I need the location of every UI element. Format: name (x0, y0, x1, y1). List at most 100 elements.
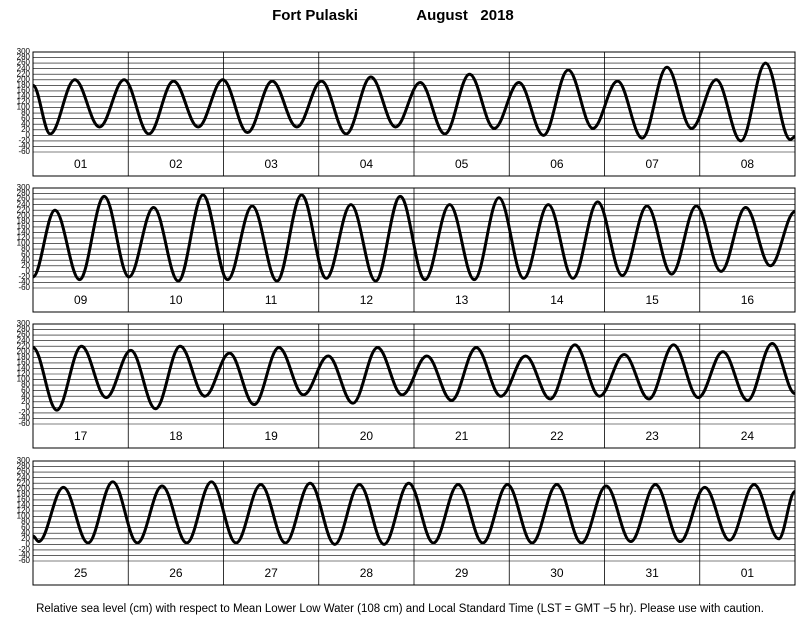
y-tick-label: -60 (18, 419, 30, 428)
x-tick-label: 30 (550, 566, 564, 580)
x-tick-label: 23 (645, 429, 659, 443)
y-tick-label: 120 (17, 369, 31, 378)
y-tick-label: 100 (17, 512, 31, 521)
y-tick-label: 40 (21, 255, 30, 264)
y-tick-label: 260 (17, 330, 31, 339)
x-tick-label: 03 (264, 157, 278, 171)
y-tick-label: -40 (18, 551, 30, 560)
y-tick-label: 120 (17, 233, 31, 242)
y-tick-label: 240 (17, 64, 31, 73)
y-tick-label: -20 (18, 408, 30, 417)
y-tick-label: 0 (26, 402, 31, 411)
y-tick-label: 20 (21, 397, 30, 406)
y-tick-label: 0 (26, 539, 31, 548)
y-tick-label: 280 (17, 53, 31, 62)
y-tick-label: 260 (17, 194, 31, 203)
x-tick-label: 24 (741, 429, 755, 443)
y-tick-label: -20 (18, 545, 30, 554)
x-tick-label: 22 (550, 429, 564, 443)
y-tick-label: 180 (17, 80, 31, 89)
y-tick-label: 220 (17, 69, 31, 78)
x-tick-label: 28 (360, 566, 374, 580)
y-tick-label: 200 (17, 211, 31, 220)
y-tick-label: 160 (17, 495, 31, 504)
x-tick-label: 09 (74, 293, 88, 307)
y-tick-label: 280 (17, 189, 31, 198)
y-tick-label: -60 (18, 147, 30, 156)
y-tick-label: 300 (17, 47, 31, 56)
y-tick-label: 180 (17, 216, 31, 225)
y-tick-label: 220 (17, 205, 31, 214)
y-tick-label: 240 (17, 473, 31, 482)
x-tick-label: 13 (455, 293, 469, 307)
x-tick-label: 31 (645, 566, 659, 580)
y-tick-label: 20 (21, 534, 30, 543)
y-tick-label: 80 (21, 380, 30, 389)
y-tick-label: 20 (21, 125, 30, 134)
y-tick-label: 60 (21, 250, 30, 259)
y-tick-label: 200 (17, 75, 31, 84)
y-tick-label: 60 (21, 114, 30, 123)
panel-frame (32, 51, 796, 177)
y-tick-label: -40 (18, 414, 30, 423)
y-tick-label: -60 (18, 556, 30, 565)
y-tick-label: 200 (17, 347, 31, 356)
x-tick-label: 21 (455, 429, 469, 443)
x-tick-label: 02 (169, 157, 183, 171)
y-tick-label: 180 (17, 489, 31, 498)
x-tick-label: 01 (741, 566, 755, 580)
tide-line (31, 193, 796, 283)
y-tick-label: 200 (17, 484, 31, 493)
y-tick-label: 260 (17, 58, 31, 67)
x-tick-label: 17 (74, 429, 88, 443)
y-tick-label: 60 (21, 386, 30, 395)
y-tick-label: 180 (17, 352, 31, 361)
x-tick-label: 04 (360, 157, 374, 171)
tide-line (32, 480, 797, 546)
station-title: Fort Pulaski (272, 7, 358, 24)
x-tick-label: 18 (169, 429, 183, 443)
y-tick-label: 160 (17, 222, 31, 231)
y-tick-label: 100 (17, 375, 31, 384)
y-tick-label: 220 (17, 341, 31, 350)
x-tick-label: 20 (360, 429, 374, 443)
y-tick-label: 300 (17, 319, 31, 328)
y-tick-label: 40 (21, 119, 30, 128)
x-tick-label: 29 (455, 566, 469, 580)
y-tick-label: 40 (21, 391, 30, 400)
y-tick-label: 120 (17, 97, 31, 106)
x-tick-label: 05 (455, 157, 469, 171)
y-tick-label: -60 (18, 283, 30, 292)
x-tick-label: 06 (550, 157, 564, 171)
y-tick-label: 100 (17, 239, 31, 248)
x-tick-label: 08 (741, 157, 755, 171)
y-tick-label: -40 (18, 278, 30, 287)
x-tick-label: 26 (169, 566, 183, 580)
y-tick-label: 80 (21, 108, 30, 117)
x-tick-label: 10 (169, 293, 183, 307)
y-tick-label: 120 (17, 506, 31, 515)
x-tick-label: 25 (74, 566, 88, 580)
y-tick-label: 280 (17, 325, 31, 334)
y-tick-label: 140 (17, 228, 31, 237)
y-tick-label: 0 (26, 130, 31, 139)
y-tick-label: 240 (17, 336, 31, 345)
y-tick-label: 220 (17, 478, 31, 487)
x-tick-label: 16 (741, 293, 755, 307)
x-tick-label: 19 (264, 429, 278, 443)
tide-line (31, 341, 796, 412)
panel-frame (32, 323, 796, 449)
tide-line (31, 61, 796, 143)
y-tick-label: 100 (17, 103, 31, 112)
y-tick-label: 160 (17, 358, 31, 367)
y-tick-label: 140 (17, 92, 31, 101)
x-tick-label: 11 (265, 293, 278, 307)
y-tick-label: 80 (21, 517, 30, 526)
panel-frame (32, 187, 796, 313)
y-tick-label: 80 (21, 244, 30, 253)
y-tick-label: 260 (17, 467, 31, 476)
x-tick-label: 15 (645, 293, 659, 307)
y-tick-label: 0 (26, 266, 31, 275)
y-tick-label: -40 (18, 142, 30, 151)
period-title: August 2018 (416, 7, 514, 24)
